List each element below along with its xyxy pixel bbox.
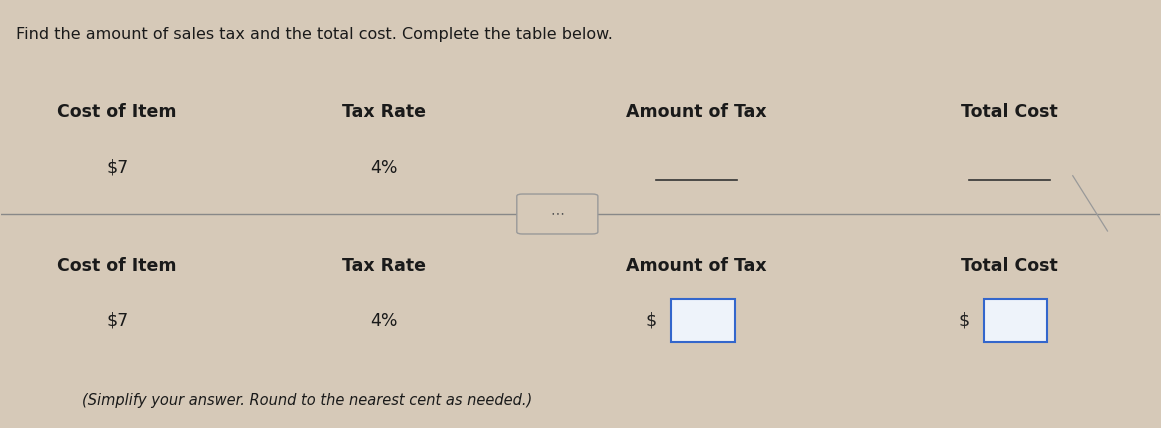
Text: 4%: 4% bbox=[370, 159, 397, 177]
Text: Total Cost: Total Cost bbox=[960, 256, 1058, 274]
Text: ⋯: ⋯ bbox=[550, 206, 564, 220]
Text: $: $ bbox=[646, 311, 657, 329]
Text: Find the amount of sales tax and the total cost. Complete the table below.: Find the amount of sales tax and the tot… bbox=[16, 27, 613, 42]
Text: (Simplify your answer. Round to the nearest cent as needed.): (Simplify your answer. Round to the near… bbox=[82, 392, 533, 407]
Text: 4%: 4% bbox=[370, 312, 397, 330]
Text: Tax Rate: Tax Rate bbox=[341, 104, 426, 122]
Text: Amount of Tax: Amount of Tax bbox=[626, 104, 766, 122]
FancyBboxPatch shape bbox=[983, 299, 1047, 342]
Text: Tax Rate: Tax Rate bbox=[341, 256, 426, 274]
Text: $: $ bbox=[959, 311, 969, 329]
Text: Total Cost: Total Cost bbox=[960, 104, 1058, 122]
Text: Amount of Tax: Amount of Tax bbox=[626, 256, 766, 274]
FancyBboxPatch shape bbox=[517, 194, 598, 234]
FancyBboxPatch shape bbox=[671, 299, 735, 342]
Text: $7: $7 bbox=[106, 312, 129, 330]
Text: Cost of Item: Cost of Item bbox=[57, 104, 176, 122]
Text: Cost of Item: Cost of Item bbox=[57, 256, 176, 274]
Text: $7: $7 bbox=[106, 159, 129, 177]
